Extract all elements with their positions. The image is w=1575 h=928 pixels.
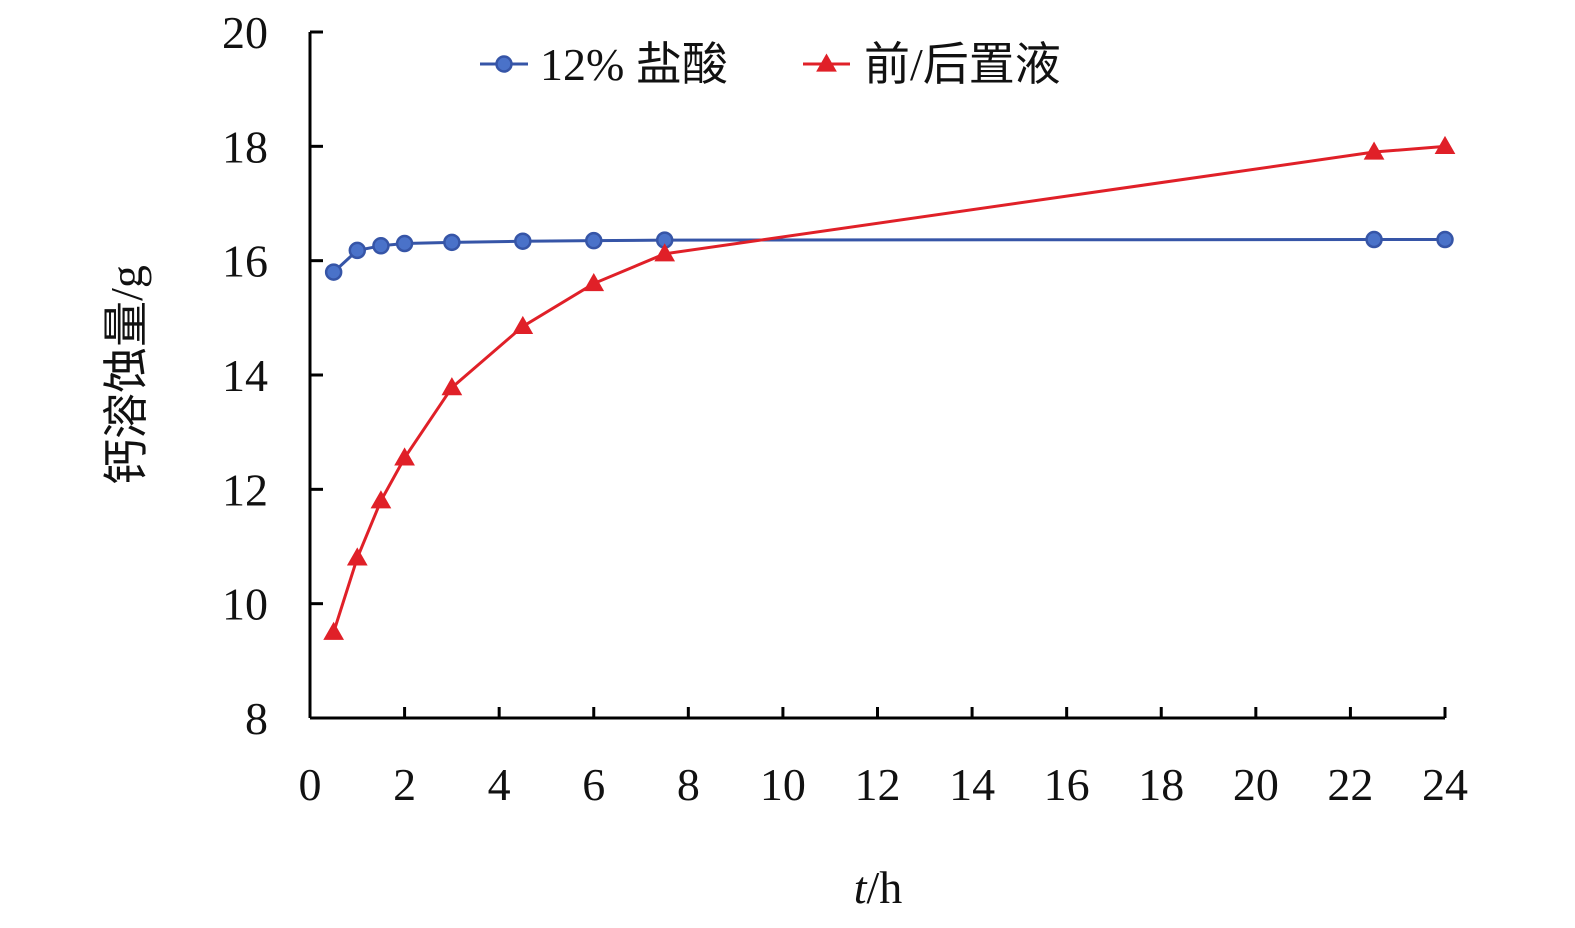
- data-point: [394, 447, 415, 466]
- data-point: [348, 241, 367, 260]
- series-line: [332, 238, 1445, 274]
- legend-item: 前/后置液: [803, 39, 1061, 90]
- data-point: [323, 621, 345, 640]
- y-tick-label: 18: [222, 121, 268, 172]
- y-tick-label: 8: [245, 693, 268, 744]
- y-tick-label: 14: [222, 350, 268, 401]
- data-point: [654, 243, 676, 262]
- x-tick-label: 22: [1327, 759, 1373, 810]
- x-tick-label: 18: [1138, 759, 1184, 810]
- data-point: [324, 263, 343, 281]
- data-point: [1365, 230, 1383, 249]
- data-point: [372, 237, 390, 255]
- x-tick-label: 14: [949, 759, 995, 810]
- data-point: [512, 315, 534, 335]
- x-tick-label: 8: [677, 759, 700, 810]
- x-tick-label: 10: [760, 759, 806, 810]
- y-tick-label: 10: [222, 579, 268, 630]
- data-point: [583, 273, 605, 292]
- data-point: [585, 231, 603, 250]
- data-point: [370, 490, 392, 509]
- legend-label: 12% 盐酸: [540, 39, 728, 90]
- y-tick-label: 16: [222, 236, 268, 287]
- legend-marker: [495, 55, 513, 73]
- axes: [308, 32, 1445, 720]
- x-tick-label: 16: [1044, 759, 1090, 810]
- x-axis-title: t/h: [854, 862, 903, 913]
- data-point: [514, 232, 532, 250]
- legend-marker: [816, 53, 837, 72]
- data-point: [395, 234, 414, 253]
- series-line: [332, 144, 1446, 633]
- data-point: [441, 377, 463, 396]
- y-tick-label: 20: [222, 7, 268, 58]
- x-axis-title-unit: /h: [867, 862, 903, 913]
- data-point: [443, 233, 461, 252]
- x-tick-label: 2: [393, 759, 416, 810]
- data-point: [346, 547, 368, 566]
- series-2: [323, 135, 1456, 640]
- data-point: [1436, 230, 1454, 249]
- y-axis-title: 钙溶蚀量/g: [101, 265, 152, 485]
- x-tick-label: 24: [1422, 759, 1468, 810]
- x-axis-title-var: t: [854, 862, 868, 913]
- x-tick-label: 20: [1233, 759, 1279, 810]
- y-tick-label: 12: [222, 464, 268, 515]
- x-tick-label: 6: [582, 759, 605, 810]
- x-tick-label: 0: [299, 759, 322, 810]
- data-point: [1434, 135, 1456, 154]
- series-1: [324, 230, 1454, 281]
- legend-item: 12% 盐酸: [480, 39, 728, 90]
- legend: 12% 盐酸 前/后置液: [480, 39, 1061, 90]
- series-layer: [323, 135, 1456, 640]
- x-tick-label: 12: [855, 759, 901, 810]
- legend-label: 前/后置液: [864, 39, 1061, 90]
- data-point: [1363, 141, 1385, 160]
- x-tick-label: 4: [488, 759, 511, 810]
